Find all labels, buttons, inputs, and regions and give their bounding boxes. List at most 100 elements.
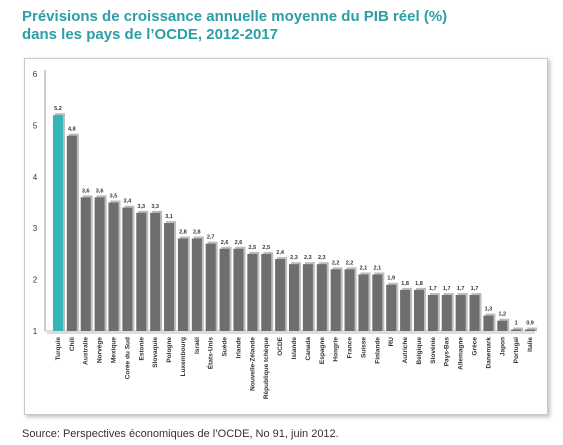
x-tick-label: Pays-Bas xyxy=(444,337,451,367)
bar-floor xyxy=(47,330,535,334)
x-tick-label: Espagne xyxy=(319,337,326,364)
value-label: 2,8 xyxy=(179,229,187,235)
x-tick-label: France xyxy=(347,337,354,359)
bar xyxy=(386,284,397,331)
y-tick-label: 1 xyxy=(33,327,38,336)
value-label: 2,6 xyxy=(235,240,243,246)
bar xyxy=(497,320,508,331)
value-label: 3,1 xyxy=(165,214,173,220)
x-tick-label: Suède xyxy=(222,337,229,357)
x-tick-label: Grèce xyxy=(472,337,479,356)
value-label: 3,3 xyxy=(137,204,145,210)
value-label: 1,3 xyxy=(485,307,493,313)
value-label: 1,8 xyxy=(401,281,409,287)
value-label: 3,5 xyxy=(110,194,118,200)
bar-shadow xyxy=(513,327,524,331)
bar xyxy=(136,212,147,331)
chart-title: Prévisions de croissance annuelle moyenn… xyxy=(22,8,542,44)
y-tick-label: 2 xyxy=(33,276,38,285)
x-tick-label: Slovaquie xyxy=(152,337,159,368)
chart-title-line-2: dans les pays de l’OCDE, 2012-2017 xyxy=(22,26,278,43)
y-tick-label: 3 xyxy=(33,224,38,233)
bar xyxy=(275,259,286,331)
x-tick-label: OCDE xyxy=(277,336,284,355)
bar xyxy=(52,115,63,331)
chart-title-line-1: Prévisions de croissance annuelle moyenn… xyxy=(22,8,448,25)
bar xyxy=(80,197,91,331)
value-label: 4,8 xyxy=(68,127,76,133)
bar xyxy=(427,295,438,331)
bar xyxy=(358,274,369,331)
value-label: 0,9 xyxy=(526,321,534,327)
value-label: 1 xyxy=(515,321,518,327)
bar xyxy=(413,289,424,331)
bar xyxy=(330,269,341,331)
value-label: 5,2 xyxy=(54,106,62,112)
value-label: 3,3 xyxy=(151,204,159,210)
bar xyxy=(122,207,133,331)
value-label: 2,2 xyxy=(332,260,340,266)
x-tick-label: Finlande xyxy=(374,337,381,364)
x-tick-label: Canada xyxy=(305,337,312,361)
bar xyxy=(205,243,216,331)
x-tick-label: Nouvelle-Zélande xyxy=(249,337,256,391)
x-tick-label: Belgique xyxy=(416,337,423,365)
value-label: 2,7 xyxy=(207,235,215,241)
x-tick-label: Chili xyxy=(69,337,76,351)
bar xyxy=(344,269,355,331)
x-tick-label: Israël xyxy=(194,337,201,354)
x-tick-label: Autriche xyxy=(402,337,409,364)
source-note: Source: Perspectives économiques de l’OC… xyxy=(22,428,339,440)
bar xyxy=(441,295,452,331)
bar xyxy=(455,295,466,331)
value-label: 1,9 xyxy=(387,276,395,282)
value-label: 2,1 xyxy=(360,265,368,271)
x-tick-label: Corée du Sud xyxy=(124,337,131,379)
x-tick-label: Danemark xyxy=(485,337,492,369)
bar-shadow xyxy=(527,327,538,331)
bar xyxy=(108,202,119,331)
x-tick-label: RU xyxy=(388,337,395,347)
value-label: 1,2 xyxy=(498,312,506,318)
bar xyxy=(66,135,77,331)
value-label: 3,6 xyxy=(82,188,90,194)
bar xyxy=(400,289,411,331)
value-label: 2,3 xyxy=(290,255,298,261)
bar xyxy=(511,329,522,331)
bar xyxy=(261,253,272,331)
value-label: 1,7 xyxy=(443,286,451,292)
bar xyxy=(316,264,327,331)
x-tick-label: États-Unis xyxy=(206,337,215,370)
y-tick-label: 5 xyxy=(33,121,38,130)
value-label: 2,1 xyxy=(373,265,381,271)
value-label: 2,5 xyxy=(249,245,257,251)
x-tick-label: Japon xyxy=(499,337,506,356)
value-label: 2,2 xyxy=(346,260,354,266)
x-tick-label: Portugal xyxy=(513,337,520,364)
value-label: 2,3 xyxy=(318,255,326,261)
x-tick-label: Luxembourg xyxy=(180,337,187,376)
x-axis-labels: Turquie Chili Australie Norvège Mexique Corée… xyxy=(55,336,534,399)
bar xyxy=(94,197,105,331)
value-labels: 5,2 4,8 3,6 3,6 3,5 3,4 3,3 3,3 3,1 2,8 2,8 2,7 2,6 2… xyxy=(54,106,534,326)
bar xyxy=(219,248,230,331)
value-label: 1,7 xyxy=(471,286,479,292)
bar xyxy=(233,248,244,331)
value-label: 1,7 xyxy=(429,286,437,292)
bar-series xyxy=(47,113,538,334)
value-label: 2,6 xyxy=(221,240,229,246)
bar xyxy=(289,264,299,331)
bar xyxy=(372,274,383,331)
bar xyxy=(525,329,536,331)
value-label: 1,8 xyxy=(415,281,423,287)
x-tick-label: Norvège xyxy=(97,337,104,363)
bar xyxy=(247,253,258,331)
x-tick-label: Islande xyxy=(291,337,298,360)
bar xyxy=(164,223,175,331)
x-tick-label: Australie xyxy=(83,337,90,365)
bar xyxy=(302,264,313,331)
x-tick-label: Italie xyxy=(527,337,534,352)
x-tick-label: Allemagne xyxy=(458,337,465,370)
value-label: 2,3 xyxy=(304,255,312,261)
value-label: 1,7 xyxy=(457,286,465,292)
